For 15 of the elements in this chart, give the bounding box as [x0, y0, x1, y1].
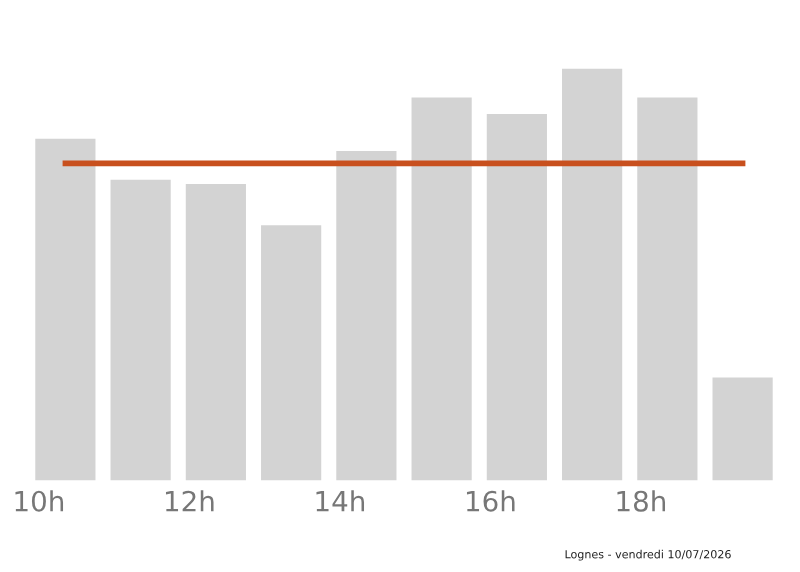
bar — [637, 97, 698, 481]
bar — [261, 225, 322, 481]
bar — [185, 183, 246, 481]
x-tick-label: 12h — [165, 490, 214, 512]
x-tick-label: 16h — [466, 490, 515, 512]
x-tick-label: 18h — [617, 490, 666, 512]
bar — [712, 377, 773, 481]
bar — [411, 97, 472, 481]
bar — [110, 179, 171, 481]
bar — [486, 113, 547, 481]
x-tick-label: 10h — [15, 490, 64, 512]
bar — [35, 138, 96, 481]
x-tick-label: 14h — [316, 490, 365, 512]
bar — [562, 68, 623, 481]
bar — [336, 151, 397, 481]
